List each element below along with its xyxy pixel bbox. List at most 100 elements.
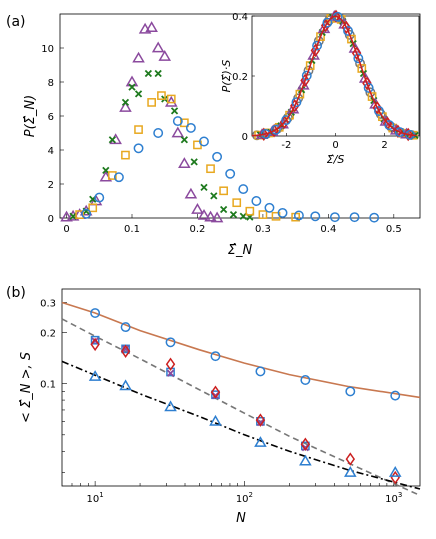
data-point-triangle	[164, 400, 177, 412]
data-point-circle	[345, 386, 356, 397]
data-point-circle	[133, 143, 144, 154]
inset-point	[301, 70, 312, 81]
data-point-x	[128, 83, 136, 91]
inset-point	[270, 124, 281, 135]
inset-point	[374, 106, 384, 116]
inset-x-tick-label: -2	[281, 140, 291, 151]
data-point-triangle	[344, 466, 357, 477]
data-point-circle	[293, 210, 304, 221]
inset-point	[322, 17, 333, 28]
y-tick-label: 4	[48, 146, 54, 157]
data-point-circle	[94, 192, 105, 203]
data-point-triangle	[388, 466, 402, 477]
panel-a: 0 0.1 0.2 0.3 0.4 0.5 0 2 4 6 8 10 Σ̂_N P(Σ̂_N)	[23, 13, 421, 258]
x-tick-label: 0.3	[255, 224, 271, 235]
x-tick-label: 0.4	[320, 224, 336, 235]
data-point-square	[232, 198, 242, 208]
data-point-x	[69, 212, 77, 220]
data-point-diamond	[210, 385, 221, 399]
data-point-triangle	[204, 210, 217, 222]
fit-line-dashdot	[61, 360, 421, 490]
y-tick-label: 0	[48, 214, 54, 225]
inset-point	[286, 102, 300, 114]
inset-y-label: P(Σ̂)·S	[220, 60, 233, 93]
data-point-x	[108, 136, 117, 144]
inset-point	[260, 128, 271, 139]
panel-b-frame	[61, 288, 421, 487]
x-tick-label: 0.2	[190, 224, 206, 235]
data-point-x	[229, 210, 238, 219]
inset-point	[291, 97, 302, 108]
data-point-x	[144, 69, 153, 78]
data-point-circle	[225, 168, 236, 179]
inset-point	[348, 41, 362, 53]
data-point-circle	[310, 211, 321, 222]
x-tick-label: 0.5	[386, 224, 402, 235]
inset-y-tick-label: 0	[242, 132, 248, 143]
data-point-triangle	[132, 51, 145, 63]
inset-point	[303, 65, 314, 76]
data-point-square	[75, 210, 84, 219]
inset-frame	[251, 15, 420, 137]
data-point-x	[210, 192, 218, 200]
data-point-circle	[251, 196, 262, 206]
x-tick-label: 101	[87, 491, 104, 505]
data-point-x	[200, 183, 208, 192]
inset-y-tick-label: 0.2	[232, 72, 248, 83]
inset-point	[310, 43, 321, 58]
x-tick-label: 0	[63, 224, 69, 235]
data-point-circle	[165, 337, 176, 348]
data-point-x	[190, 158, 198, 166]
y-tick-label: 0.2	[40, 328, 56, 339]
data-point-diamond	[390, 470, 400, 485]
data-point-x	[154, 69, 162, 78]
data-point-x	[219, 205, 228, 214]
data-point-x	[166, 369, 175, 377]
inset-point	[372, 101, 382, 115]
data-point-square	[258, 210, 268, 219]
data-point-triangle	[254, 436, 267, 447]
data-point-circle	[349, 212, 360, 223]
y-tick-label: 0.3	[40, 298, 56, 309]
data-point-diamond	[90, 337, 100, 352]
data-point-square	[88, 203, 98, 213]
data-point-circle	[172, 116, 183, 127]
data-point-square	[157, 91, 166, 100]
data-point-triangle	[125, 75, 139, 87]
y-tick-label: 2	[48, 180, 54, 191]
x-tick-label: 102	[236, 491, 253, 505]
data-point-circle	[90, 308, 101, 318]
data-point-circle	[390, 390, 401, 401]
x-tick-exp: 1	[99, 491, 103, 499]
data-point-triangle	[88, 370, 102, 381]
data-point-square	[108, 171, 117, 180]
data-point-triangle	[178, 157, 191, 168]
inset-x-tick-label: 0	[332, 140, 338, 151]
data-point-diamond	[300, 437, 311, 451]
inset-y-tick-label: 0.4	[232, 12, 248, 23]
inset-point	[341, 20, 352, 35]
x-tick-exp: 3	[398, 491, 402, 499]
data-point-square	[121, 150, 130, 160]
inset-point	[355, 58, 366, 69]
inset-point	[300, 73, 310, 88]
data-point-triangle	[191, 203, 204, 214]
data-point-triangle	[158, 50, 172, 61]
data-point-circle	[264, 202, 275, 213]
fit-line-solid	[61, 301, 421, 399]
data-point-circle	[153, 128, 164, 138]
data-point-triangle	[210, 211, 224, 223]
data-point-triangle	[184, 187, 198, 199]
data-point-x	[170, 107, 179, 115]
data-point-circle	[255, 366, 266, 377]
data-point-circle	[329, 212, 340, 223]
inset-point	[351, 46, 362, 61]
inset-point	[384, 120, 395, 131]
data-point-diamond	[345, 452, 356, 466]
data-point-circle	[210, 351, 221, 362]
data-point-triangle	[119, 101, 132, 112]
data-point-x	[134, 90, 143, 98]
inset-point	[313, 36, 324, 46]
inset-x-tick-label: 2	[381, 140, 387, 151]
